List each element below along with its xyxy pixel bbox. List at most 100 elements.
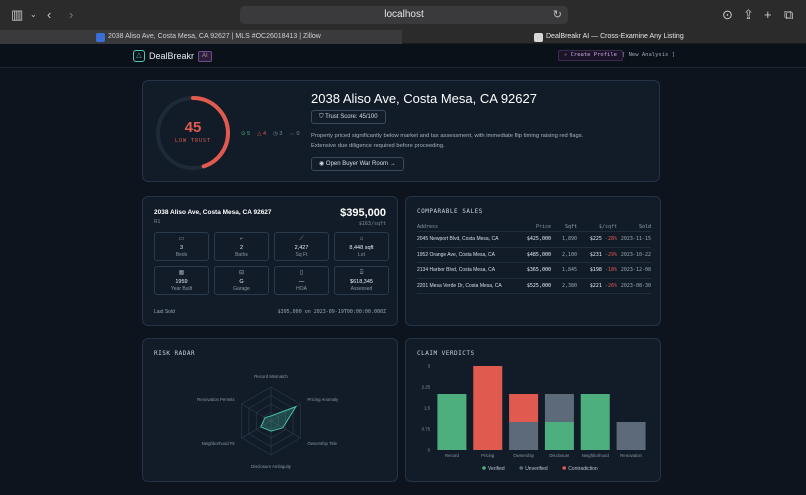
- trust-gauge-arc: [156, 96, 230, 170]
- comp-sqft: 1,845: [561, 267, 577, 274]
- table-row[interactable]: 2134 Harbor Blvd, Costa Mesa, CA $365,00…: [417, 263, 651, 279]
- browser-toolbar: ▥ ⌄ ‹ › localhost ↻ ⊙ ⇪ + ⧉: [0, 0, 806, 30]
- claim-verdicts-card: CLAIM VERDICTS 0 0.75 1.5 2.25 3 Record Pricin…: [405, 338, 661, 482]
- ruler-icon: ⟋: [299, 236, 304, 242]
- fact-baths: ⌐ 2 Baths: [214, 232, 269, 261]
- fact-label: Lot: [358, 252, 365, 258]
- bar-unverified: [509, 422, 539, 450]
- summary-description: Property priced significantly below mark…: [311, 133, 584, 149]
- comp-sqft: 2,380: [561, 282, 577, 289]
- brand[interactable]: △ DealBreakr AI: [133, 49, 212, 63]
- unverified-count: 3: [279, 131, 283, 137]
- brand-name: DealBreakr: [149, 51, 195, 61]
- new-analysis-button[interactable]: [ New Analysis ]: [622, 52, 675, 58]
- sidebar-toggle-icon[interactable]: ▥: [11, 7, 24, 22]
- assessed-icon: ⌸: [359, 270, 364, 276]
- fact-value: G: [239, 279, 244, 285]
- fact-beds: ▭ 3 Beds: [154, 232, 209, 261]
- trust-score-pill: ⛉ Trust Score: 45/100: [311, 110, 386, 124]
- garage-icon: ⊟: [238, 270, 245, 276]
- y-tick-label: 3: [428, 364, 431, 369]
- comp-address: 2201 Mesa Verde Dr, Costa Mesa, CA: [417, 282, 502, 289]
- create-profile-button[interactable]: ✧ Create Profile: [558, 50, 623, 61]
- fact-label: Garage: [233, 286, 250, 292]
- fact-label: Sq Ft: [295, 252, 308, 258]
- link-icon: ⇔: [289, 131, 295, 137]
- fact-label: Baths: [235, 252, 248, 258]
- x-tick-label: Neighborhood: [582, 453, 610, 458]
- risk-radar-chart: Record Mismatch Pricing Anomaly Ownership …: [197, 374, 339, 469]
- dealbreakr-favicon-icon: [534, 33, 543, 42]
- comp-diff: -28%: [604, 236, 617, 243]
- property-zoning: R1: [154, 219, 161, 225]
- legend-label: Verified: [488, 466, 505, 472]
- trust-score-label: LOW TRUST: [174, 138, 212, 144]
- fact-label: Beds: [175, 252, 188, 258]
- legend-swatch: [519, 466, 523, 470]
- forward-icon[interactable]: ›: [69, 7, 74, 22]
- radar-axis-label: Neighborhood Fit: [202, 441, 236, 446]
- fact-value: $618,345: [350, 279, 373, 285]
- bar-verified: [437, 394, 467, 450]
- bath-icon: ⌐: [239, 236, 244, 242]
- fact-hoa: ▯ — HOA: [274, 266, 329, 295]
- other-count: 0: [296, 131, 300, 137]
- legend-label: Unverified: [525, 466, 548, 472]
- property-price: $395,000: [340, 207, 386, 219]
- column-header: Sqft: [564, 223, 577, 230]
- trust-score-value: 45: [184, 119, 202, 136]
- legend-swatch: [482, 466, 486, 470]
- trust-gauge: [156, 96, 230, 170]
- fact-garage: ⊟ G Garage: [214, 266, 269, 295]
- y-tick-label: 1.5: [424, 406, 431, 411]
- logo-icon: △: [133, 50, 145, 62]
- radar-axis: [241, 420, 272, 439]
- chevron-down-icon[interactable]: ⌄: [30, 10, 37, 19]
- fact-sqft: ⟋ 2,427 Sq Ft: [274, 232, 329, 261]
- tab-overview-icon[interactable]: ⧉: [784, 7, 794, 22]
- reload-icon[interactable]: ↻: [552, 9, 562, 21]
- property-address: 2038 Aliso Ave, Costa Mesa, CA 92627: [154, 209, 272, 216]
- x-tick-label: Ownership: [513, 453, 534, 458]
- tab-dealbreakr[interactable]: DealBreakr AI — Cross-Examine Any Listin…: [404, 30, 806, 44]
- app-header: △ DealBreakr AI ✧ Create Profile [ New A…: [0, 44, 806, 68]
- comp-address: 2134 Harbor Blvd, Costa Mesa, CA: [417, 267, 496, 274]
- fact-value: 1959: [175, 279, 188, 285]
- address-bar[interactable]: localhost ↻: [240, 6, 568, 24]
- comp-address: 1952 Orange Ave, Costa Mesa, CA: [417, 251, 496, 258]
- last-sold-value: $395,000 on 2023-09-19T00:00:00.000Z: [277, 309, 386, 315]
- legend-swatch: [562, 466, 566, 470]
- comp-diff: -29%: [604, 251, 617, 258]
- download-icon[interactable]: ⊙: [722, 7, 733, 22]
- back-icon[interactable]: ‹: [47, 7, 52, 22]
- verdict-counts: ⊙ 5 △ 4 ◷ 3 ⇔ 0: [241, 131, 300, 137]
- comp-price: $425,000: [526, 236, 551, 243]
- comp-sold-date: 2023-12-08: [620, 267, 651, 274]
- risk-radar-card: RISK RADAR Record Mismatch Pricing Anomal…: [142, 338, 398, 482]
- comparable-sales-card: COMPARABLE SALES Address Price Sqft $/sq…: [405, 196, 661, 326]
- open-war-room-button[interactable]: ◉ Open Buyer War Room →: [311, 157, 404, 171]
- fact-value: 2,427: [294, 245, 309, 251]
- fact-lot: ⌂ 8,448 sqft Lot: [334, 232, 389, 261]
- shield-icon: ⛉: [319, 114, 324, 120]
- new-tab-icon[interactable]: +: [764, 7, 772, 22]
- fact-label: Year Built: [170, 286, 193, 292]
- comp-price: $525,000: [526, 282, 551, 289]
- comp-sold-date: 2023-08-30: [620, 282, 651, 289]
- comp-sold-date: 2023-11-15: [620, 236, 651, 243]
- table-row[interactable]: 2201 Mesa Verde Dr, Costa Mesa, CA $525,…: [417, 279, 651, 294]
- share-icon[interactable]: ⇪: [743, 7, 754, 22]
- y-tick-label: 0: [428, 448, 431, 453]
- table-row[interactable]: 2045 Newport Blvd, Costa Mesa, CA $425,0…: [417, 232, 651, 248]
- trust-summary-card: 45 LOW TRUST ⊙ 5 △ 4 ◷ 3 ⇔ 0 2038 Aliso …: [142, 80, 660, 182]
- table-row[interactable]: 1952 Orange Ave, Costa Mesa, CA $485,000…: [417, 248, 651, 263]
- tab-zillow[interactable]: 2038 Aliso Ave, Costa Mesa, CA 92627 | M…: [0, 30, 402, 44]
- bed-icon: ▭: [178, 236, 185, 242]
- calendar-icon: ▦: [178, 270, 185, 276]
- comp-price: $365,000: [526, 267, 551, 274]
- zillow-favicon-icon: [96, 33, 105, 42]
- property-details-card: 2038 Aliso Ave, Costa Mesa, CA 92627 R1 …: [142, 196, 398, 326]
- clock-icon: ◷: [273, 131, 278, 137]
- comp-diff: -18%: [604, 267, 617, 274]
- radar-axis-label: Ownership Title: [307, 441, 337, 446]
